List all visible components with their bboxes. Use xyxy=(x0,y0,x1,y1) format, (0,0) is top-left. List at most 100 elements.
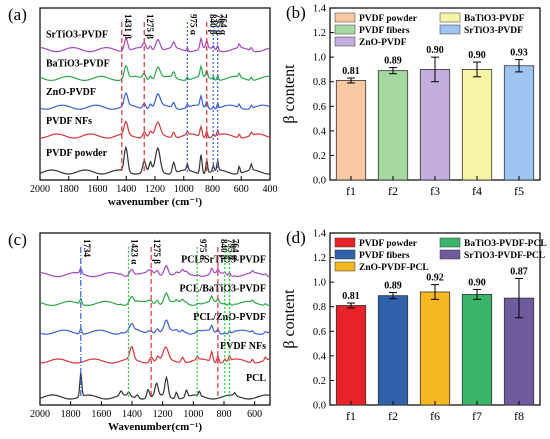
peak-marker-label: 1734 xyxy=(82,239,92,258)
bar xyxy=(419,69,451,181)
legend-label: BaTiO3-PVDF xyxy=(464,14,525,24)
y-tick-label: 0.0 xyxy=(313,401,326,412)
bar xyxy=(335,305,367,406)
peak-marker-label: 1275 β xyxy=(152,239,162,264)
data-label: 0.81 xyxy=(342,66,360,77)
legend-label: SrTiO3-PVDF xyxy=(464,26,523,36)
legend-label: ZnO-PVDF-PCL xyxy=(359,263,429,273)
y-axis-label: β content xyxy=(281,64,298,124)
panel-letter: (d) xyxy=(286,228,306,247)
series-label: ZnO-PVDF xyxy=(46,87,96,98)
y-tick-label: 1.0 xyxy=(313,53,326,64)
spectrum-line xyxy=(39,36,271,53)
spectrum-line xyxy=(39,91,271,110)
bar xyxy=(461,294,493,406)
y-tick-label: 0.6 xyxy=(313,102,326,113)
data-label: 0.89 xyxy=(384,56,402,67)
y-tick-label: 1.2 xyxy=(313,253,326,264)
y-tick-label: 0.6 xyxy=(313,327,326,338)
series-label: BaTiO3-PVDF xyxy=(46,58,110,69)
series-label: PVDF NFs xyxy=(46,116,92,127)
spectrum-line xyxy=(40,264,271,278)
category-label: f6 xyxy=(430,409,440,423)
spectrum-line xyxy=(39,292,271,307)
spectrum-line xyxy=(39,64,271,82)
legend-swatch xyxy=(334,12,356,23)
x-tick-label: 2000 xyxy=(30,409,50,420)
series-label: PVDF powder xyxy=(46,148,108,159)
legend-label: PVDF fibers xyxy=(359,251,410,261)
data-label: 0.90 xyxy=(426,45,444,56)
y-tick-label: 0.4 xyxy=(313,126,327,137)
bar xyxy=(377,295,409,406)
panel-b-bar-chart: (b) 0.0 0.2 0.4 0.6 0.8 1.0 1.2 1.4 β content 0.81… xyxy=(281,3,541,198)
peak-marker-label: 1431 β xyxy=(123,14,133,39)
legend-swatch xyxy=(334,249,356,260)
bar xyxy=(503,65,535,181)
category-label: f2 xyxy=(388,184,398,198)
plot-frame xyxy=(39,232,271,406)
x-tick-label: 800 xyxy=(217,409,232,420)
panel-d-bar-chart: (d) 0.0 0.2 0.4 0.6 0.8 1.0 1.2 1.4 β content 0.81… xyxy=(281,228,547,423)
spectrum-line xyxy=(39,372,271,400)
peak-marker-label: 840 β xyxy=(219,239,229,260)
panel-letter: (c) xyxy=(8,230,27,249)
peak-marker-label: 795 α xyxy=(226,239,236,260)
x-axis-label: Wavenumber(cm⁻¹) xyxy=(108,421,202,433)
x-tick-label: 1800 xyxy=(59,184,79,195)
spectrum-line xyxy=(39,145,270,175)
bar xyxy=(377,70,409,181)
series-label: PVDF NFs xyxy=(220,341,266,352)
x-tick-label: 1000 xyxy=(183,409,203,420)
series-label: PCL xyxy=(246,373,266,384)
spectrum-line xyxy=(40,120,271,139)
legend-swatch xyxy=(439,12,461,23)
panel-c-spectra: (c) 2000 1800 1600 1400 1200 1000 800 600 Wavenum… xyxy=(8,230,271,433)
peak-marker-label: 840 β xyxy=(208,14,218,35)
x-tick-label: 1800 xyxy=(61,409,81,420)
x-tick-label: 600 xyxy=(234,184,249,195)
category-label: f5 xyxy=(514,184,524,198)
peak-marker-label: 764 α xyxy=(219,14,229,35)
category-label: f3 xyxy=(430,184,440,198)
y-tick-label: 0.2 xyxy=(313,376,326,387)
y-tick-label: 0.8 xyxy=(313,77,326,88)
panel-letter: (b) xyxy=(286,3,306,22)
x-tick-label: 1600 xyxy=(88,184,108,195)
x-tick-label: 400 xyxy=(263,184,278,195)
legend-swatch xyxy=(334,36,356,47)
legend-swatch xyxy=(334,24,356,35)
data-label: 0.93 xyxy=(510,48,528,59)
peak-marker-label: 764 α xyxy=(231,239,241,260)
peak-marker-label: 1423 α xyxy=(129,239,139,264)
legend-label: BaTiO3-PVDF-PCL xyxy=(464,239,547,249)
x-tick-label: 800 xyxy=(205,184,220,195)
legend-label: ZnO-PVDF xyxy=(359,38,407,48)
peak-marker-label: 1275 β xyxy=(145,14,155,39)
category-label: f1 xyxy=(346,409,356,423)
category-label: f7 xyxy=(472,409,482,423)
data-label: 0.90 xyxy=(468,50,486,61)
category-label: f1 xyxy=(346,184,356,198)
x-axis-label: wavenumber (cm⁻¹) xyxy=(108,196,202,208)
series-label: PCL/ZnO-PVDF xyxy=(193,312,266,323)
x-tick-label: 1200 xyxy=(145,184,165,195)
spectrum-line xyxy=(39,319,271,335)
legend-swatch xyxy=(334,237,356,248)
y-tick-label: 1.4 xyxy=(313,4,327,15)
peak-marker-label: 975 α xyxy=(198,239,208,260)
data-label: 0.87 xyxy=(510,266,528,277)
y-tick-label: 0.8 xyxy=(313,302,326,313)
bar xyxy=(335,80,367,181)
panel-letter: (a) xyxy=(8,5,27,24)
panel-a-spectra: (a) 2000 1800 1600 1400 1200 1000 800 600 400 wave… xyxy=(8,5,278,208)
y-tick-label: 0.4 xyxy=(313,351,327,362)
x-tick-label: 1400 xyxy=(122,409,142,420)
x-tick-label: 1200 xyxy=(153,409,173,420)
x-tick-label: 600 xyxy=(247,409,262,420)
peak-marker-label: 975 α xyxy=(188,14,198,35)
y-tick-label: 1.0 xyxy=(313,278,326,289)
spectrum-line xyxy=(40,345,271,364)
